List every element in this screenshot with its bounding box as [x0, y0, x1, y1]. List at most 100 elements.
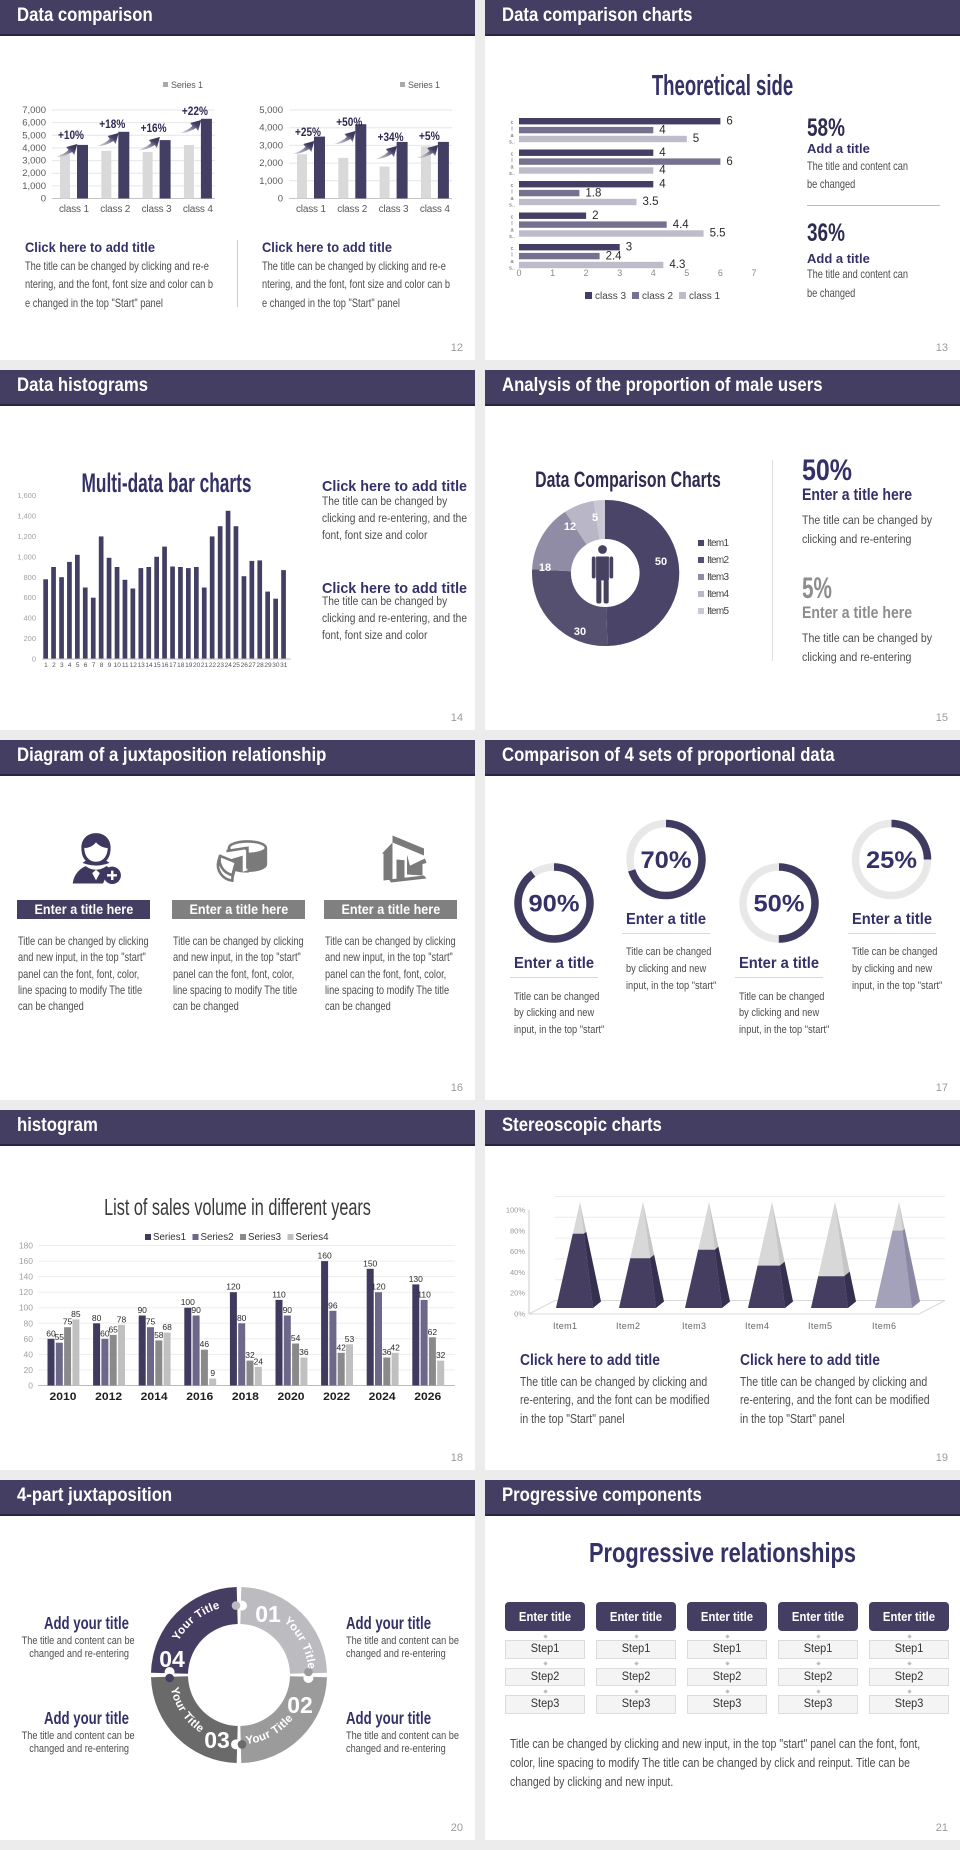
svg-text:Item3: Item3	[682, 1321, 706, 1331]
svg-text:26: 26	[241, 662, 249, 669]
svg-text:24: 24	[254, 1356, 264, 1366]
svg-text:Item5: Item5	[808, 1321, 832, 1331]
svg-text:4: 4	[659, 124, 666, 136]
svg-text:4: 4	[659, 147, 666, 159]
svg-text:class 2: class 2	[642, 291, 673, 302]
svg-text:2024: 2024	[369, 1391, 397, 1403]
svg-text:+16%: +16%	[141, 121, 167, 135]
svg-text:4: 4	[659, 178, 666, 190]
svg-text:1.8: 1.8	[585, 187, 601, 199]
svg-text:90%: 90%	[529, 891, 580, 918]
svg-text:130: 130	[409, 1274, 423, 1284]
svg-text:80: 80	[237, 1313, 247, 1323]
svg-text:9: 9	[210, 1368, 215, 1378]
svg-text:80: 80	[24, 1318, 34, 1328]
svg-text:100: 100	[181, 1297, 195, 1307]
svg-text:13: 13	[137, 662, 145, 669]
svg-text:0: 0	[41, 194, 46, 205]
svg-text:78: 78	[117, 1314, 127, 1324]
svg-text:l: l	[511, 127, 512, 133]
svg-text:42: 42	[336, 1342, 346, 1352]
svg-text:1,000: 1,000	[22, 181, 46, 192]
svg-text:0%: 0%	[514, 1310, 525, 1319]
svg-text:class 3: class 3	[595, 291, 626, 302]
svg-text:75: 75	[63, 1317, 73, 1327]
svg-text:1: 1	[44, 662, 48, 669]
svg-text:3: 3	[617, 268, 622, 278]
svg-text:60: 60	[46, 1328, 56, 1338]
svg-text:7,000: 7,000	[22, 105, 46, 116]
svg-text:Series 1: Series 1	[408, 80, 440, 90]
svg-text:53: 53	[345, 1334, 355, 1344]
svg-text:58: 58	[154, 1330, 164, 1340]
svg-text:Series 1: Series 1	[171, 80, 203, 90]
svg-text:31: 31	[280, 662, 288, 669]
svg-text:01: 01	[255, 1601, 281, 1627]
svg-text:80%: 80%	[510, 1226, 525, 1235]
svg-text:l: l	[511, 190, 512, 196]
svg-text:120: 120	[19, 1287, 33, 1297]
svg-text:30: 30	[574, 626, 586, 638]
svg-text:c: c	[511, 120, 514, 126]
svg-text:2026: 2026	[414, 1391, 441, 1403]
svg-text:90: 90	[191, 1305, 201, 1315]
svg-text:4: 4	[68, 662, 72, 669]
svg-text:400: 400	[23, 614, 36, 623]
svg-text:20: 20	[24, 1365, 34, 1375]
svg-text:2: 2	[52, 662, 56, 669]
svg-text:22: 22	[209, 662, 217, 669]
svg-text:120: 120	[226, 1282, 240, 1292]
svg-text:6: 6	[84, 662, 88, 669]
svg-text:2,000: 2,000	[259, 158, 283, 169]
svg-text:04: 04	[159, 1646, 185, 1672]
svg-text:c: c	[511, 183, 514, 189]
svg-text:160: 160	[318, 1251, 332, 1261]
svg-text:Item1: Item1	[553, 1321, 577, 1331]
svg-text:18: 18	[177, 662, 185, 669]
svg-text:2012: 2012	[95, 1391, 122, 1403]
svg-text:90: 90	[283, 1305, 293, 1315]
svg-text:75: 75	[146, 1317, 156, 1327]
svg-text:36: 36	[299, 1347, 309, 1357]
svg-text:70%: 70%	[641, 847, 692, 874]
svg-text:27: 27	[248, 662, 256, 669]
svg-text:140: 140	[19, 1272, 33, 1282]
svg-text:s..: s..	[509, 171, 515, 177]
svg-text:1,000: 1,000	[17, 552, 36, 561]
svg-text:1,000: 1,000	[259, 176, 283, 187]
svg-text:12: 12	[130, 662, 138, 669]
svg-text:2: 2	[592, 210, 598, 222]
svg-text:class 1: class 1	[296, 204, 326, 215]
svg-text:2.4: 2.4	[606, 250, 623, 262]
svg-text:5,000: 5,000	[259, 105, 283, 116]
svg-text:6: 6	[726, 156, 732, 168]
svg-text:25%: 25%	[866, 847, 917, 874]
svg-text:40: 40	[24, 1349, 34, 1359]
svg-text:110: 110	[272, 1289, 286, 1299]
svg-text:28: 28	[256, 662, 264, 669]
svg-text:a: a	[510, 133, 514, 139]
svg-text:class 3: class 3	[142, 204, 172, 215]
svg-text:class 4: class 4	[420, 204, 450, 215]
svg-text:0: 0	[516, 268, 521, 278]
svg-text:23: 23	[217, 662, 225, 669]
svg-text:600: 600	[23, 593, 36, 602]
svg-text:+5%: +5%	[419, 129, 440, 143]
svg-text:10: 10	[114, 662, 122, 669]
svg-text:a: a	[510, 165, 514, 171]
svg-text:200: 200	[23, 634, 36, 643]
svg-text:24: 24	[225, 662, 233, 669]
svg-text:c: c	[511, 215, 514, 221]
svg-text:160: 160	[19, 1256, 33, 1266]
svg-text:68: 68	[162, 1322, 172, 1332]
svg-text:18: 18	[539, 562, 551, 574]
svg-text:0: 0	[278, 194, 283, 205]
svg-text:85: 85	[71, 1309, 81, 1319]
svg-text:class 2: class 2	[337, 204, 367, 215]
svg-text:21: 21	[201, 662, 209, 669]
svg-text:l: l	[511, 158, 512, 164]
svg-text:100: 100	[19, 1303, 33, 1313]
svg-text:2014: 2014	[141, 1391, 169, 1403]
svg-text:a: a	[510, 259, 514, 265]
svg-text:1: 1	[550, 268, 555, 278]
